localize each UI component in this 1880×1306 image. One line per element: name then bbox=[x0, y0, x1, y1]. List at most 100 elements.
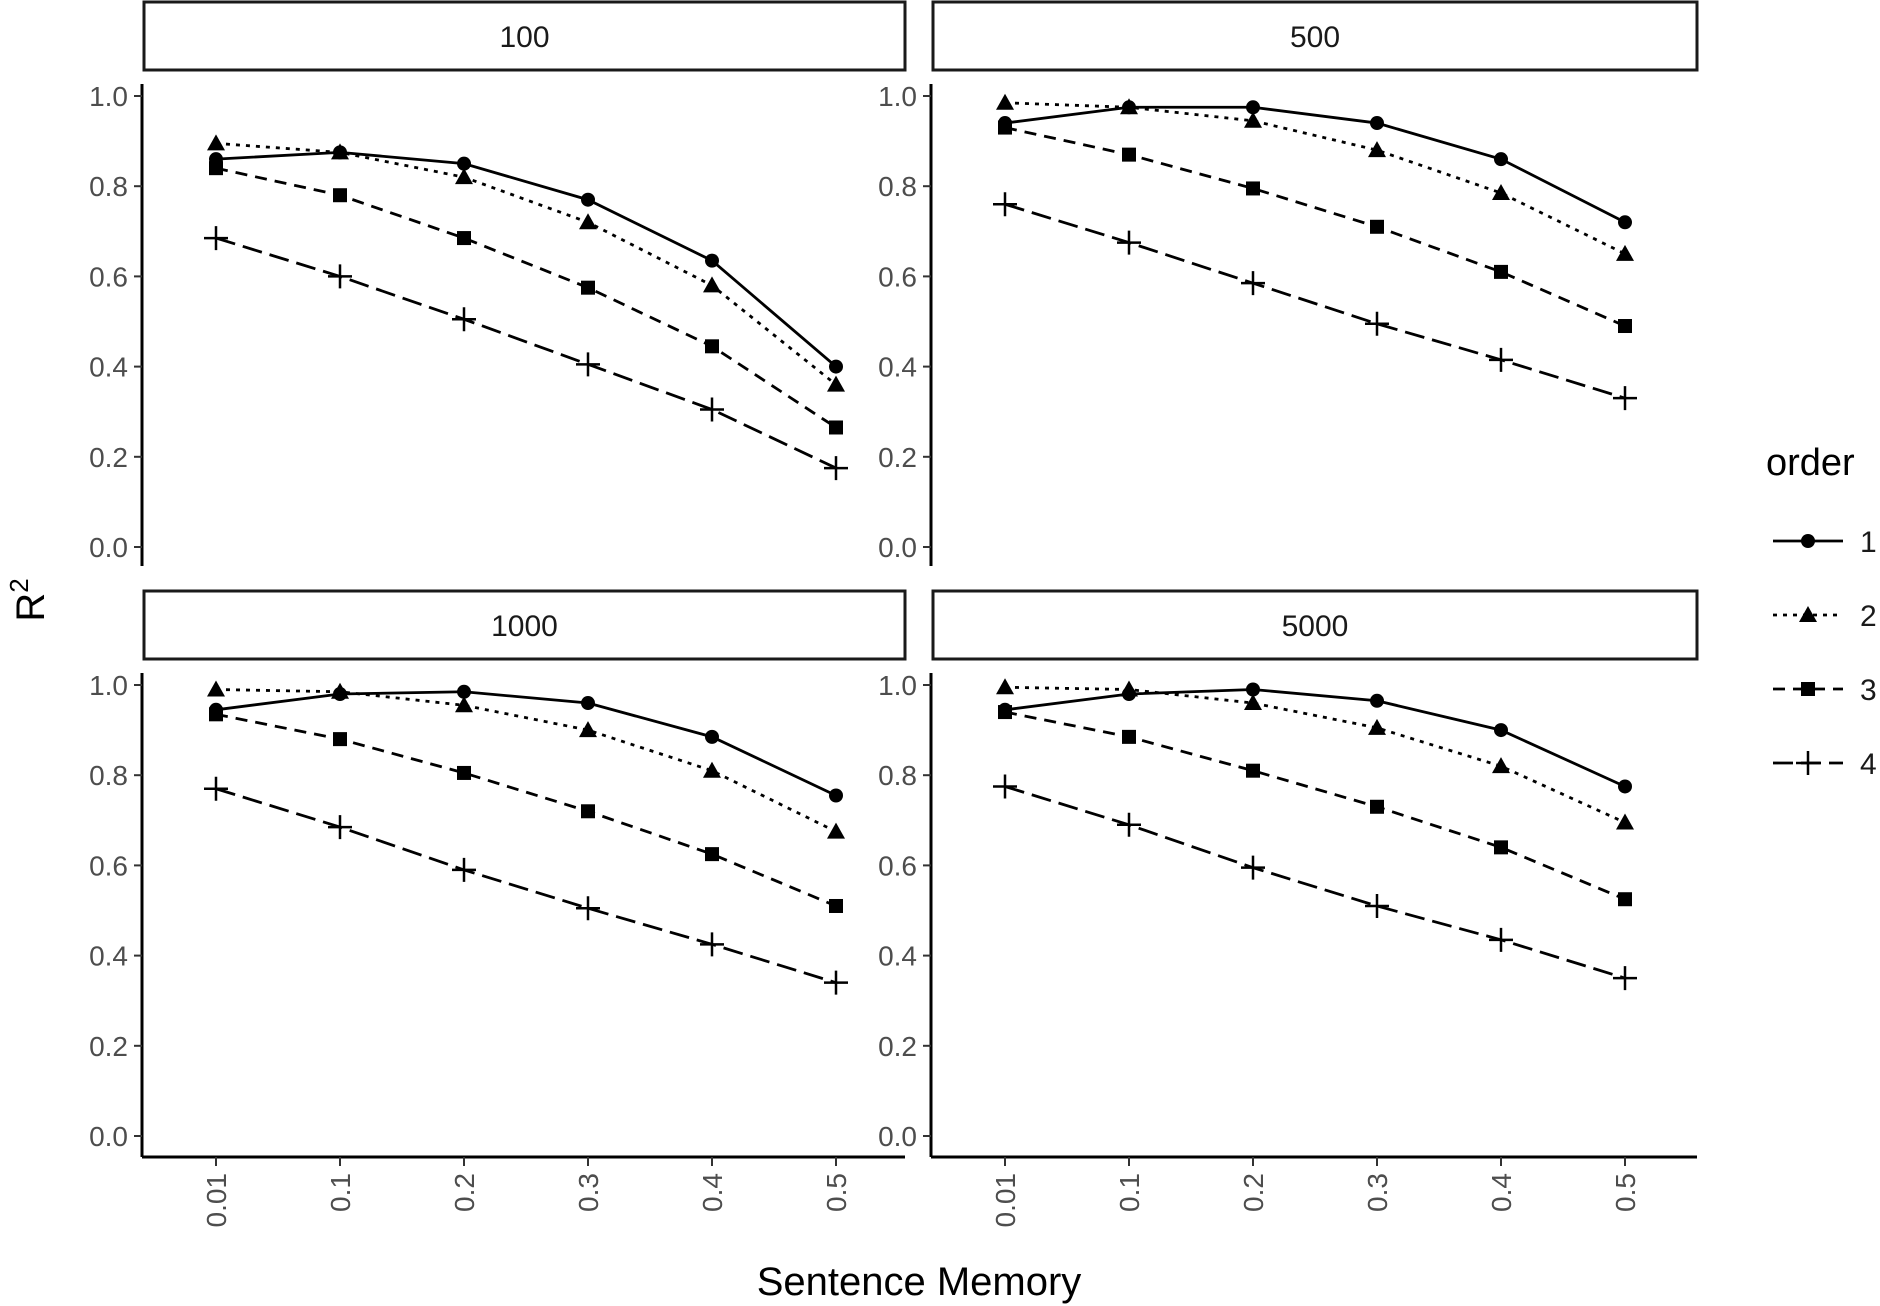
data-point bbox=[703, 276, 721, 293]
data-point bbox=[824, 970, 848, 995]
data-point bbox=[576, 896, 600, 921]
series-line bbox=[215, 141, 837, 386]
x-tick-label: 0.3 bbox=[1362, 1173, 1393, 1212]
series-line bbox=[1004, 685, 1626, 824]
data-point bbox=[703, 761, 721, 778]
series-line bbox=[1004, 202, 1626, 400]
data-point bbox=[204, 776, 228, 801]
data-point bbox=[1370, 219, 1384, 234]
facet-strip-label: 100 bbox=[499, 21, 549, 54]
data-point bbox=[457, 156, 471, 171]
series-line bbox=[215, 712, 837, 908]
facet-strip-label: 500 bbox=[1290, 21, 1340, 54]
panel-1000: 1000 0.0 0.2 0.4 0.6 0.8 1.0 0.01 0.1 0.2 0.3 0.4 0.… bbox=[89, 589, 907, 1228]
data-point bbox=[705, 729, 719, 744]
data-point bbox=[455, 696, 473, 713]
y-tick-label: 0.8 bbox=[89, 171, 128, 202]
y-tick-label: 0.8 bbox=[89, 760, 128, 791]
data-point bbox=[1368, 718, 1386, 735]
data-point bbox=[1618, 892, 1632, 907]
y-tick-label: 0.6 bbox=[878, 850, 917, 881]
data-point bbox=[1241, 271, 1265, 296]
facet-strip-label: 1000 bbox=[491, 610, 558, 643]
data-point bbox=[452, 857, 476, 882]
y-axis-title-superscript: 2 bbox=[4, 578, 34, 592]
legend-label: 4 bbox=[1860, 748, 1877, 781]
y-tick-label: 1.0 bbox=[878, 81, 917, 112]
y-tick-label: 1.0 bbox=[89, 81, 128, 112]
data-point bbox=[1122, 729, 1136, 744]
series-line bbox=[1004, 101, 1626, 256]
data-point bbox=[1494, 840, 1508, 855]
x-tick-label: 0.5 bbox=[1610, 1173, 1641, 1212]
data-point bbox=[576, 352, 600, 377]
series-3 bbox=[209, 707, 843, 913]
data-point bbox=[1246, 682, 1260, 697]
data-point bbox=[1241, 855, 1265, 880]
x-tick-label: 0.1 bbox=[1114, 1173, 1145, 1212]
series-1 bbox=[209, 684, 843, 803]
data-point bbox=[1365, 893, 1389, 918]
x-tick-label: 0.5 bbox=[821, 1173, 852, 1212]
series-line bbox=[1004, 688, 1626, 788]
data-point bbox=[452, 307, 476, 332]
series-1 bbox=[209, 145, 843, 374]
data-point bbox=[1489, 347, 1513, 372]
data-point bbox=[1494, 152, 1508, 167]
y-tick-label: 0.2 bbox=[89, 442, 128, 473]
data-point bbox=[1244, 694, 1262, 711]
data-point bbox=[705, 253, 719, 268]
series-3 bbox=[209, 161, 843, 435]
data-point bbox=[829, 788, 843, 803]
facet-strip bbox=[931, 589, 1699, 661]
data-point bbox=[998, 705, 1012, 720]
data-point bbox=[1613, 386, 1637, 411]
series-2 bbox=[996, 678, 1634, 830]
facet-strip-label: 5000 bbox=[1282, 610, 1349, 643]
y-tick-label: 0.4 bbox=[89, 352, 128, 383]
legend-label: 3 bbox=[1860, 674, 1877, 707]
data-point bbox=[829, 420, 843, 435]
legend-entry-1: 1 bbox=[1773, 526, 1877, 559]
series-2 bbox=[207, 680, 845, 839]
data-point bbox=[824, 456, 848, 481]
data-point bbox=[581, 192, 595, 207]
data-point bbox=[1613, 966, 1637, 991]
y-tick-label: 0.4 bbox=[878, 352, 917, 383]
y-axis-title: R2 bbox=[4, 578, 53, 621]
panel-500: 500 0.0 0.2 0.4 0.6 0.8 1.0 bbox=[878, 0, 1699, 566]
facet-strip bbox=[142, 589, 907, 661]
data-point bbox=[1492, 757, 1510, 774]
series-line bbox=[215, 166, 837, 429]
series-4 bbox=[204, 776, 848, 995]
data-point bbox=[1489, 927, 1513, 952]
y-axis-title-base: R bbox=[9, 593, 53, 622]
legend-key-marker bbox=[1796, 751, 1820, 775]
y-tick-label: 0.4 bbox=[878, 941, 917, 972]
series-3 bbox=[998, 705, 1632, 907]
series-4 bbox=[993, 774, 1637, 991]
legend-key-marker bbox=[1801, 534, 1815, 548]
series-4 bbox=[993, 192, 1637, 411]
data-point bbox=[1365, 311, 1389, 336]
y-tick-label: 0.8 bbox=[878, 760, 917, 791]
series-line bbox=[215, 236, 837, 470]
x-tick-label: 0.4 bbox=[697, 1173, 728, 1212]
series-line bbox=[215, 690, 837, 797]
data-point bbox=[996, 93, 1014, 110]
x-tick-label: 0.01 bbox=[201, 1173, 232, 1228]
legend: order 1 2 3 4 bbox=[1766, 442, 1877, 781]
data-point bbox=[579, 213, 597, 230]
legend-label: 1 bbox=[1860, 526, 1877, 559]
data-point bbox=[457, 765, 471, 780]
data-point bbox=[827, 375, 845, 392]
legend-entry-4: 4 bbox=[1773, 748, 1877, 781]
series-1 bbox=[998, 682, 1632, 794]
y-tick-label: 0.2 bbox=[89, 1031, 128, 1062]
y-tick-label: 0.2 bbox=[878, 1031, 917, 1062]
data-point bbox=[1122, 147, 1136, 162]
data-point bbox=[1616, 244, 1634, 261]
panel-5000: 5000 0.0 0.2 0.4 0.6 0.8 1.0 0.01 0.1 0.2 0.3 0.4 0.… bbox=[878, 589, 1699, 1228]
data-point bbox=[333, 188, 347, 203]
